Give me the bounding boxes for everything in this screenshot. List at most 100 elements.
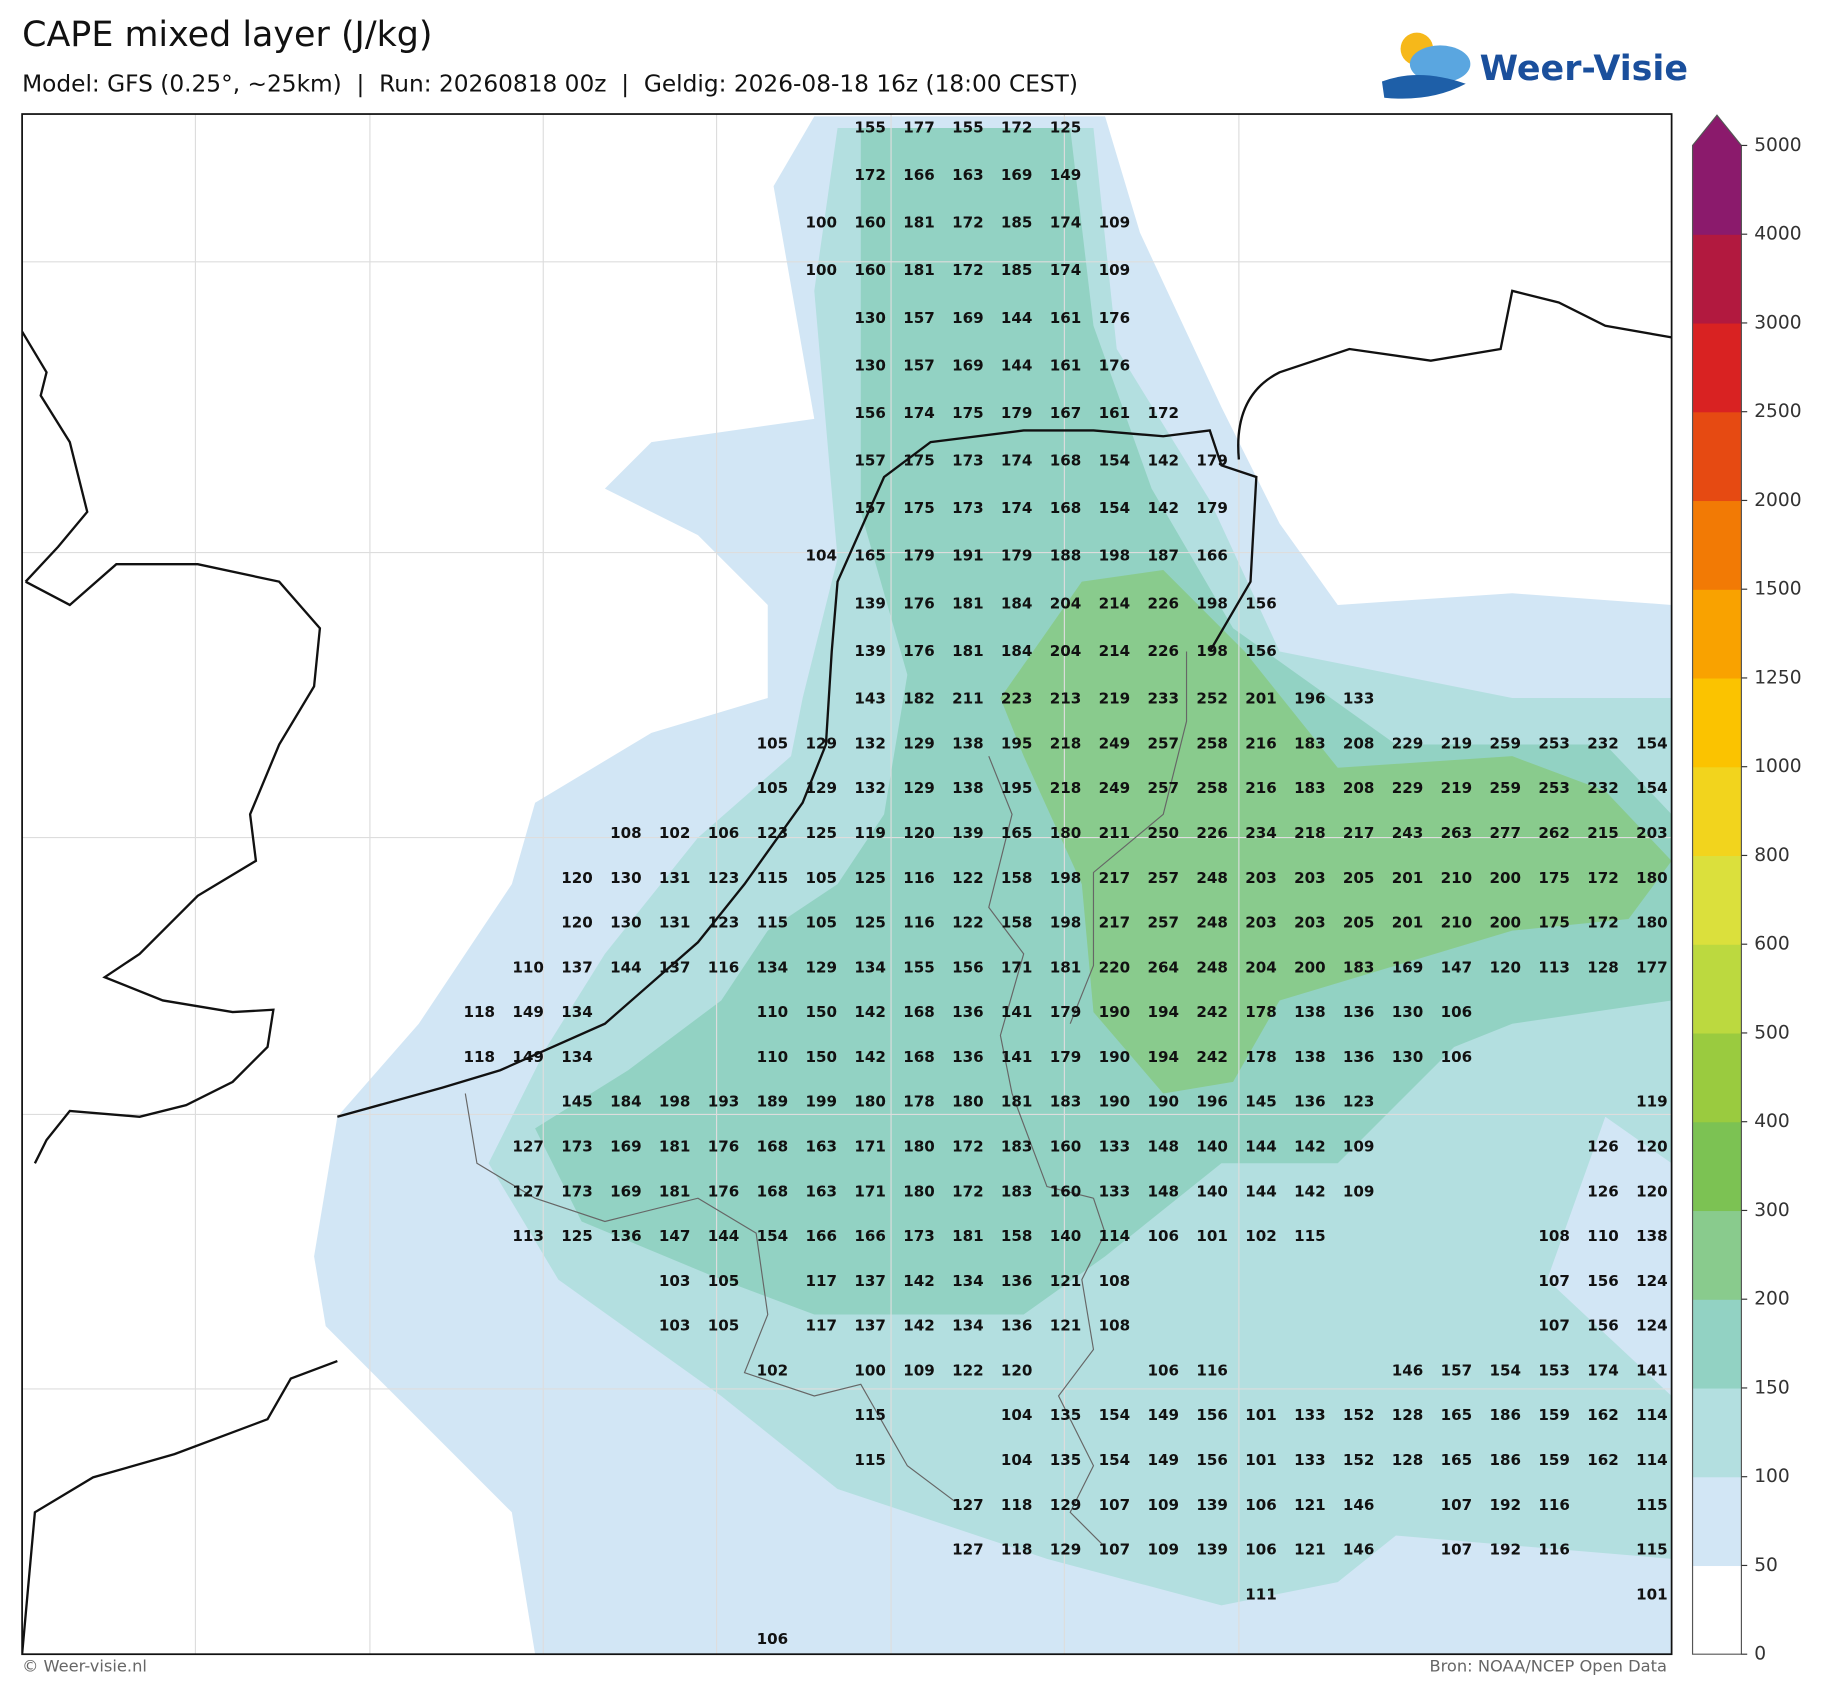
cape-value: 107: [1441, 1496, 1473, 1514]
cape-value: 157: [854, 499, 886, 517]
cape-value: 169: [610, 1138, 642, 1156]
cape-value: 155: [854, 119, 886, 137]
cape-value: 169: [952, 356, 984, 374]
colorbar-segment: [1692, 322, 1742, 413]
cape-value: 211: [1099, 824, 1131, 842]
cape-value: 169: [610, 1182, 642, 1200]
cape-value: 107: [1538, 1272, 1570, 1290]
colorbar-tick-label: 50: [1754, 1555, 1778, 1576]
cape-value: 201: [1392, 869, 1424, 887]
cape-value: 229: [1392, 779, 1424, 797]
cape-value: 168: [1050, 499, 1082, 517]
cape-value: 129: [805, 779, 837, 797]
cape-value: 180: [952, 1093, 984, 1111]
cape-value: 190: [1147, 1093, 1179, 1111]
cape-value: 181: [952, 594, 984, 612]
cape-value: 142: [1294, 1138, 1326, 1156]
cape-value: 139: [854, 642, 886, 660]
cape-value: 100: [805, 214, 837, 232]
cape-value: 211: [952, 689, 984, 707]
cape-value: 134: [952, 1272, 984, 1290]
cape-value: 129: [1050, 1496, 1082, 1514]
cape-value: 173: [903, 1227, 935, 1245]
cape-value: 115: [1294, 1227, 1326, 1245]
cape-value: 160: [854, 214, 886, 232]
cape-value: 125: [561, 1227, 593, 1245]
cape-value: 185: [1001, 214, 1033, 232]
cape-value: 198: [1099, 547, 1131, 565]
cape-value: 259: [1489, 779, 1521, 797]
cape-value: 169: [1001, 166, 1033, 184]
cape-value: 173: [561, 1182, 593, 1200]
cape-value: 146: [1343, 1541, 1375, 1559]
borders: [464, 651, 1188, 1548]
cape-value: 180: [854, 1093, 886, 1111]
cape-value: 149: [1147, 1451, 1179, 1469]
cape-value: 185: [1001, 261, 1033, 279]
map-area: 155 177 155 172 125 172 166 163 169 149 100 160 181 1…: [22, 114, 1672, 1655]
cape-value: 110: [512, 958, 544, 976]
cape-value: 190: [1099, 1048, 1131, 1066]
cape-value: 277: [1489, 824, 1521, 842]
colorbar-tick-label: 3000: [1754, 312, 1801, 333]
cape-value: 154: [1099, 452, 1131, 470]
cape-value: 160: [854, 261, 886, 279]
value-grid: 155 177 155 172 125 172 166 163 169 149 100 160 181 1…: [463, 119, 1667, 1649]
cape-value: 106: [1245, 1496, 1277, 1514]
cape-value: 129: [805, 958, 837, 976]
cape-value: 118: [463, 1048, 495, 1066]
cape-value: 121: [1050, 1272, 1082, 1290]
cape-value: 171: [854, 1182, 886, 1200]
cape-value: 166: [854, 1227, 886, 1245]
cape-value: 180: [1636, 914, 1668, 932]
colorbar-segment: [1692, 1121, 1742, 1212]
cape-value: 195: [1001, 779, 1033, 797]
cape-value: 101: [1245, 1451, 1277, 1469]
cape-value: 181: [659, 1182, 691, 1200]
colorbar-tick-label: 300: [1754, 1200, 1790, 1221]
cape-value: 176: [903, 642, 935, 660]
cape-value: 114: [1636, 1451, 1668, 1469]
cape-value: 196: [1196, 1093, 1228, 1111]
cape-value: 140: [1050, 1227, 1082, 1245]
colorbar-tick-label: 5000: [1754, 135, 1801, 156]
cape-value: 200: [1489, 869, 1521, 887]
colorbar-tick-label: 200: [1754, 1289, 1790, 1310]
cape-value: 116: [1196, 1361, 1228, 1379]
cape-value: 142: [903, 1272, 935, 1290]
cape-value: 136: [952, 1003, 984, 1021]
cape-value: 137: [561, 958, 593, 976]
cape-value: 163: [952, 166, 984, 184]
cape-value: 174: [1050, 214, 1082, 232]
cape-value: 199: [805, 1093, 837, 1111]
cape-value: 104: [805, 547, 837, 565]
cape-value: 190: [1099, 1003, 1131, 1021]
cape-value: 258: [1196, 734, 1228, 752]
cape-value: 175: [1538, 914, 1570, 932]
cape-value: 108: [1538, 1227, 1570, 1245]
colorbar: 0 50 100 150 200 300 400 500 600 800 1000 1250 1500 2…: [1691, 114, 1802, 1665]
cape-value: 173: [952, 452, 984, 470]
cape-value: 139: [952, 824, 984, 842]
cape-value: 165: [1441, 1406, 1473, 1424]
cape-value: 176: [708, 1182, 740, 1200]
cape-value: 232: [1587, 734, 1619, 752]
cape-value: 141: [1636, 1361, 1668, 1379]
cape-value: 154: [1636, 779, 1668, 797]
cape-value: 218: [1050, 779, 1082, 797]
cape-value: 103: [659, 1317, 691, 1335]
cape-value: 100: [854, 1361, 886, 1379]
cape-value: 155: [903, 958, 935, 976]
subtitle: Model: GFS (0.25°, ~25km) | Run: 2026081…: [22, 70, 1078, 97]
cape-value: 154: [1489, 1361, 1521, 1379]
cape-value: 135: [1050, 1451, 1082, 1469]
cape-value: 183: [1050, 1093, 1082, 1111]
cape-value: 127: [952, 1541, 984, 1559]
cape-value: 159: [1538, 1451, 1570, 1469]
cape-value: 249: [1099, 779, 1131, 797]
cape-value: 175: [952, 404, 984, 422]
cape-value: 142: [1294, 1182, 1326, 1200]
colorbar-segment: [1692, 1210, 1742, 1300]
cape-value: 116: [1538, 1496, 1570, 1514]
colorbar-segment: [1692, 145, 1742, 235]
